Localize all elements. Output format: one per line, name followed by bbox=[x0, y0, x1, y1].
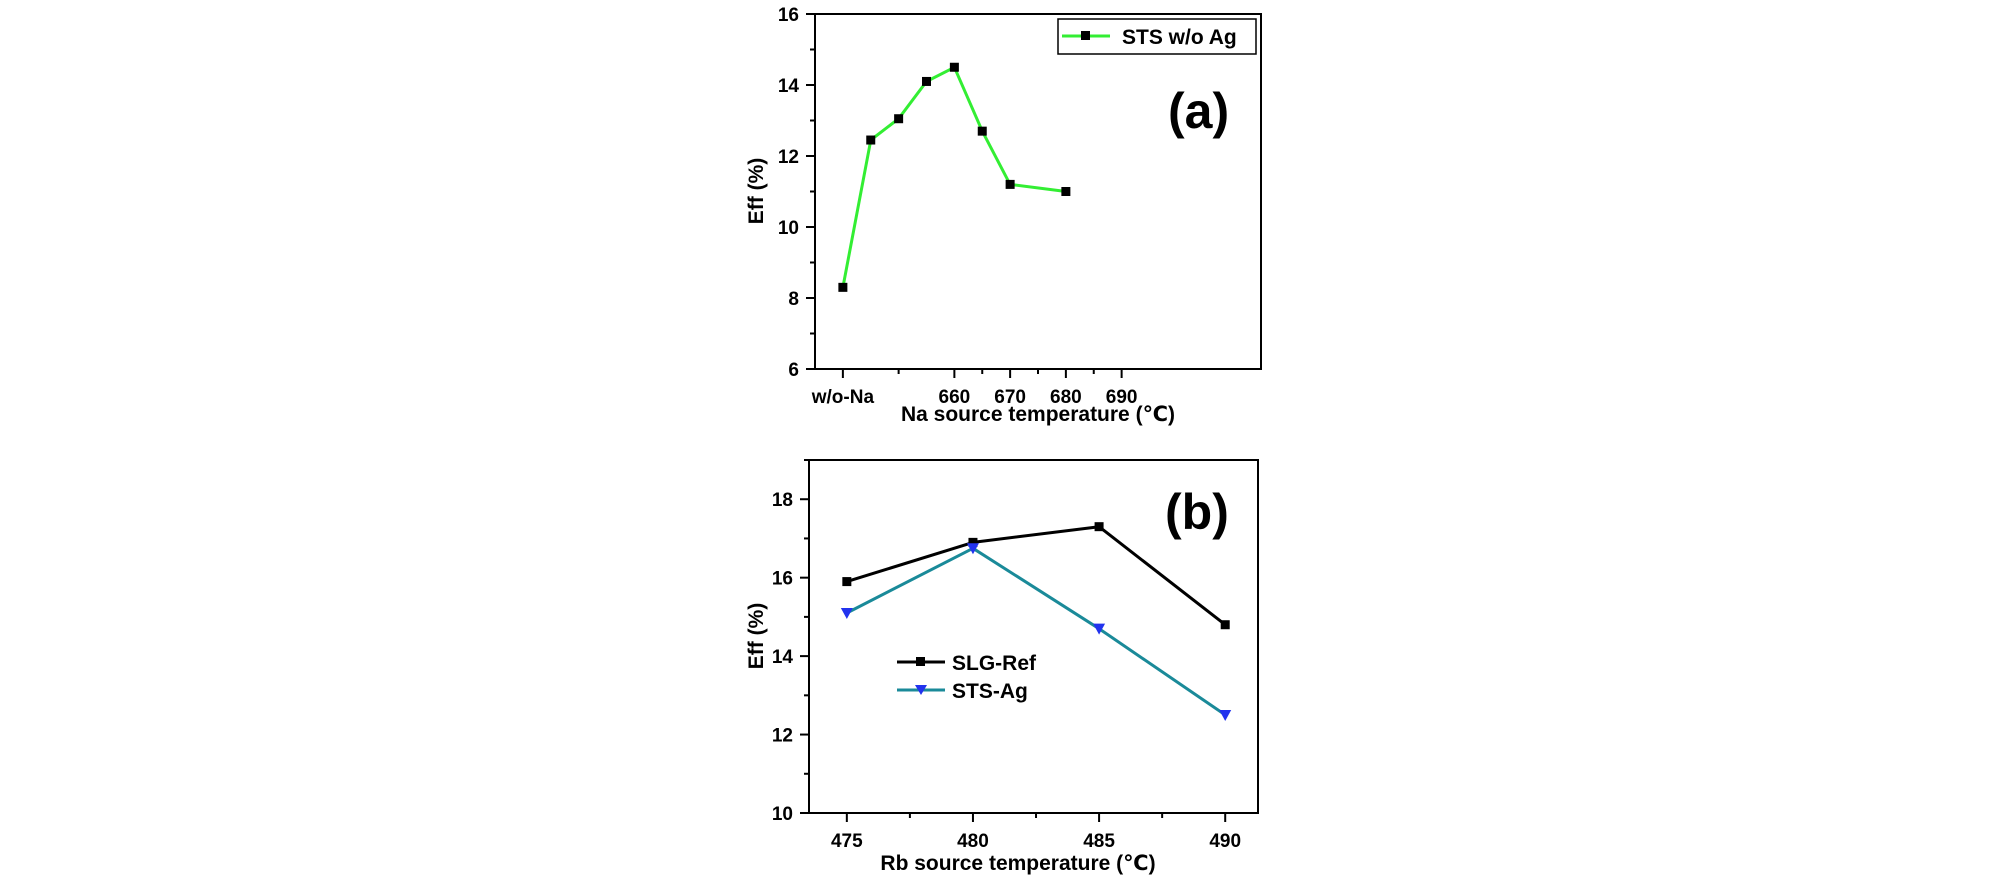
y-tick-label-b: 16 bbox=[772, 569, 793, 590]
data-point-a-0 bbox=[949, 62, 959, 72]
x-tick-label-a: 680 bbox=[1050, 387, 1082, 408]
data-point-b-0 bbox=[842, 577, 852, 587]
y-tick-label-a: 12 bbox=[778, 147, 799, 168]
legend-marker-sts-ag bbox=[915, 685, 927, 695]
x-tick-label-a: w/o-Na bbox=[811, 387, 875, 408]
y-tick-label-a: 14 bbox=[778, 76, 800, 97]
chart-panel-b: 10 12 14 16 18 475 480 485 490 Eff (%) Rb sourc… bbox=[745, 459, 1259, 875]
panel-label-b: (b) bbox=[1165, 484, 1229, 540]
x-axis-ticks-b: 475 480 485 490 bbox=[831, 813, 1241, 852]
legend-a: STS w/o Ag bbox=[1057, 18, 1257, 55]
x-axis-title-a: Na source temperature (℃) bbox=[901, 403, 1175, 426]
y-tick-label-a: 16 bbox=[778, 5, 799, 26]
y-axis-title-b: Eff (%) bbox=[745, 603, 768, 670]
x-tick-label-b: 485 bbox=[1083, 831, 1115, 852]
x-tick-label-a: 660 bbox=[939, 387, 971, 408]
y-axis-ticks-b: 10 12 14 16 18 bbox=[772, 459, 809, 825]
y-tick-label-a: 8 bbox=[788, 289, 799, 310]
data-point-b-1 bbox=[1219, 709, 1232, 721]
y-axis-ticks-a: 6 8 10 12 14 16 bbox=[778, 5, 815, 381]
chart-panel-a: 6 8 10 12 14 16 w/o-Na 660 670 680 690 Eff (%) Na… bbox=[745, 5, 1262, 426]
panel-label-a: (a) bbox=[1168, 83, 1229, 139]
y-tick-label-b: 10 bbox=[772, 804, 793, 825]
x-tick-label-a: 670 bbox=[994, 387, 1026, 408]
data-point-a-0 bbox=[866, 135, 876, 145]
data-point-b-0 bbox=[1094, 522, 1104, 532]
x-tick-label-b: 475 bbox=[831, 831, 863, 852]
x-axis-ticks-a: w/o-Na 660 670 680 690 bbox=[811, 369, 1138, 408]
y-tick-label-b: 18 bbox=[772, 490, 793, 511]
legend-marker-sts-wo-ag bbox=[1081, 31, 1090, 40]
legend-label-slg-ref: SLG-Ref bbox=[952, 652, 1037, 675]
data-point-b-0 bbox=[968, 537, 978, 547]
data-point-b-0 bbox=[1220, 620, 1230, 630]
y-axis-title-a: Eff (%) bbox=[745, 158, 768, 225]
data-point-b-1 bbox=[966, 543, 979, 555]
data-point-a-0 bbox=[1061, 187, 1071, 196]
data-point-b-1 bbox=[1093, 623, 1106, 635]
x-tick-label-b: 480 bbox=[957, 831, 989, 852]
data-point-a-0 bbox=[1005, 179, 1015, 189]
y-tick-label-b: 12 bbox=[772, 726, 793, 747]
y-tick-label-a: 6 bbox=[788, 360, 799, 381]
series-line-a-0 bbox=[841, 65, 1067, 288]
series-group-b bbox=[840, 522, 1232, 721]
x-tick-label-a: 690 bbox=[1106, 387, 1138, 408]
legend-label-sts-wo-ag: STS w/o Ag bbox=[1122, 26, 1237, 49]
y-tick-label-a: 10 bbox=[778, 218, 799, 239]
data-point-a-0 bbox=[977, 126, 987, 136]
series-line-b-1 bbox=[846, 546, 1227, 717]
legend-marker-slg-ref bbox=[916, 657, 925, 666]
series-group-a bbox=[838, 62, 1071, 292]
x-tick-label-b: 490 bbox=[1209, 831, 1241, 852]
data-point-a-0 bbox=[894, 114, 904, 124]
series-line-b-0 bbox=[846, 525, 1227, 626]
data-point-a-0 bbox=[838, 282, 848, 292]
legend-label-sts-ag: STS-Ag bbox=[952, 680, 1028, 703]
x-axis-title-b: Rb source temperature (℃) bbox=[880, 852, 1155, 875]
y-tick-label-b: 14 bbox=[772, 647, 794, 668]
data-point-a-0 bbox=[922, 76, 931, 86]
plot-frame-a bbox=[814, 13, 1262, 370]
legend-b: SLG-Ref STS-Ag bbox=[897, 652, 1037, 703]
plot-frame-b bbox=[808, 459, 1259, 814]
data-point-b-1 bbox=[840, 607, 853, 619]
